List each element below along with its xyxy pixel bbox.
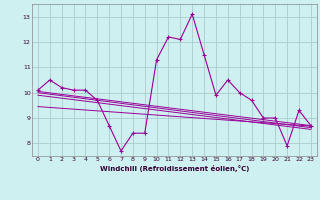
- X-axis label: Windchill (Refroidissement éolien,°C): Windchill (Refroidissement éolien,°C): [100, 165, 249, 172]
